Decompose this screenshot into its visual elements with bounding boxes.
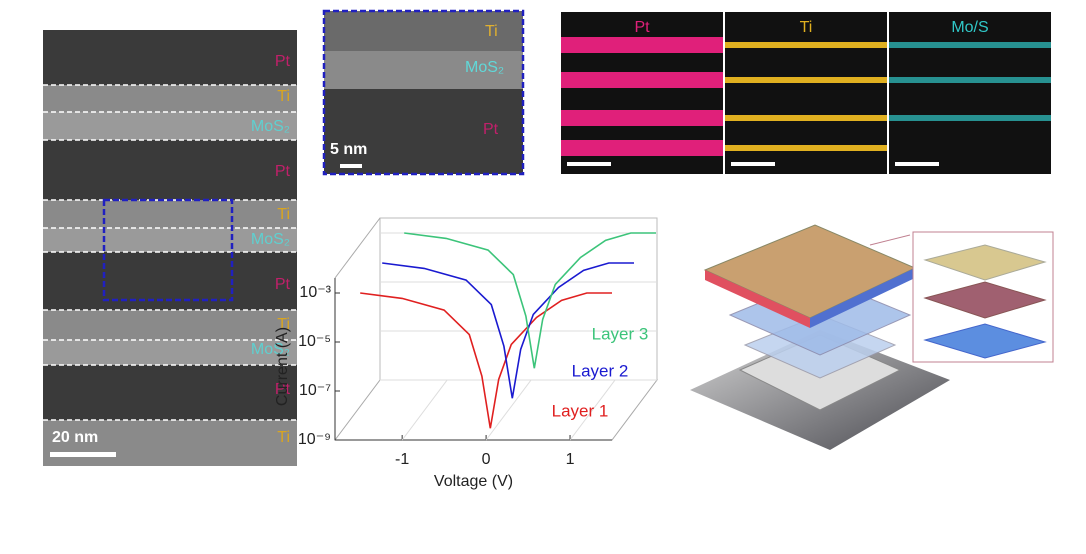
y-axis-label: Current (A) — [274, 327, 291, 406]
series-label: Layer 3 — [592, 324, 649, 343]
x-tick-label: 0 — [482, 451, 491, 468]
tem-band — [43, 200, 297, 228]
axis — [334, 217, 381, 279]
y-tick-label: 10⁻³ — [299, 284, 331, 301]
iv-curve — [404, 232, 656, 369]
tem-label: Pt — [275, 163, 291, 180]
tem-label: Ti — [277, 316, 290, 333]
x-axis-label: Voltage (V) — [434, 473, 513, 490]
inset-frame — [322, 9, 525, 176]
device-illustration — [690, 224, 1054, 450]
inset-label: Ti — [485, 23, 498, 40]
zoom-box — [102, 198, 234, 302]
inset-band — [324, 51, 523, 89]
y-tick-label: 10⁻⁷ — [299, 382, 331, 399]
x-tick-label: -1 — [395, 451, 409, 468]
scale-bar — [567, 162, 611, 166]
eds-stripe — [561, 72, 723, 88]
iv-curve — [360, 292, 612, 429]
eds-stripe — [889, 115, 1051, 121]
tem-band — [43, 310, 297, 340]
grid-line — [485, 379, 532, 441]
chart: 10⁻³ 10⁻⁵ 10⁻⁷ 10⁻⁹ -1 0 1 Voltage (V) Current (… — [274, 217, 658, 490]
tem-band — [43, 85, 297, 112]
eds-stripe — [725, 145, 887, 151]
y-tick-label: 10⁻⁹ — [298, 431, 331, 448]
grid-line — [569, 379, 616, 441]
y-tick-label: 10⁻⁵ — [298, 333, 331, 350]
grid-line — [401, 379, 448, 441]
eds-map — [889, 12, 1051, 174]
iv-curve — [382, 262, 634, 399]
eds-stripe — [889, 42, 1051, 48]
scale-label: 5 nm — [330, 141, 367, 158]
tem-band — [43, 112, 297, 140]
tem-label: Ti — [277, 429, 290, 446]
eds-stripe — [725, 42, 887, 48]
scale-bar — [731, 162, 775, 166]
tem-bands: Pt Ti MoS₂ Pt Ti MoS₂ Pt Ti MoS₂ Pt Ti — [43, 10, 297, 466]
inset-band — [324, 11, 523, 51]
tem-label: Ti — [277, 88, 290, 105]
tem-label: Ti — [277, 206, 290, 223]
series-label: Layer 1 — [552, 401, 609, 420]
eds-stripe — [561, 110, 723, 126]
eds-stripe — [725, 115, 887, 121]
tem-label: MoS₂ — [251, 118, 290, 135]
scale-bar — [340, 164, 362, 168]
inset-label: Pt — [483, 121, 499, 138]
tem-label: Pt — [275, 381, 291, 398]
x-tick-label: 1 — [566, 451, 575, 468]
tem-band — [43, 340, 297, 365]
plot-box — [379, 217, 658, 381]
tem-band — [43, 228, 297, 252]
eds-maps: Pt Ti Mo/S — [561, 12, 1051, 174]
eds-label: Ti — [800, 19, 813, 36]
tem-label: Pt — [275, 53, 291, 70]
scale-label: 20 nm — [52, 429, 98, 446]
eds-label: Mo/S — [951, 19, 988, 36]
tem-label: MoS₂ — [251, 341, 290, 358]
inset-label: MoS₂ — [465, 59, 504, 76]
series-label: Layer 2 — [572, 361, 629, 380]
scale-bar — [50, 452, 116, 457]
eds-stripe — [561, 140, 723, 156]
tem-band — [43, 10, 297, 30]
scale-bar — [895, 162, 939, 166]
tem-label: Pt — [275, 276, 291, 293]
tem-label: MoS₂ — [251, 231, 290, 248]
eds-label: Pt — [634, 19, 650, 36]
tem-band — [43, 420, 297, 466]
eds-stripe — [889, 77, 1051, 83]
eds-stripe — [561, 37, 723, 53]
eds-stripe — [725, 77, 887, 83]
